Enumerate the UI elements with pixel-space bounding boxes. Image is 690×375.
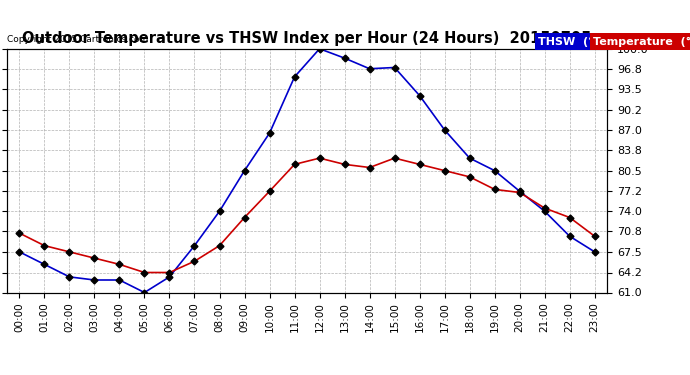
Title: Outdoor Temperature vs THSW Index per Hour (24 Hours)  20150705: Outdoor Temperature vs THSW Index per Ho… (22, 31, 592, 46)
Text: Copyright 2015 Cartronics.com: Copyright 2015 Cartronics.com (7, 35, 148, 44)
Text: Temperature  (°F): Temperature (°F) (593, 37, 690, 47)
Text: THSW  (°F): THSW (°F) (538, 37, 607, 47)
